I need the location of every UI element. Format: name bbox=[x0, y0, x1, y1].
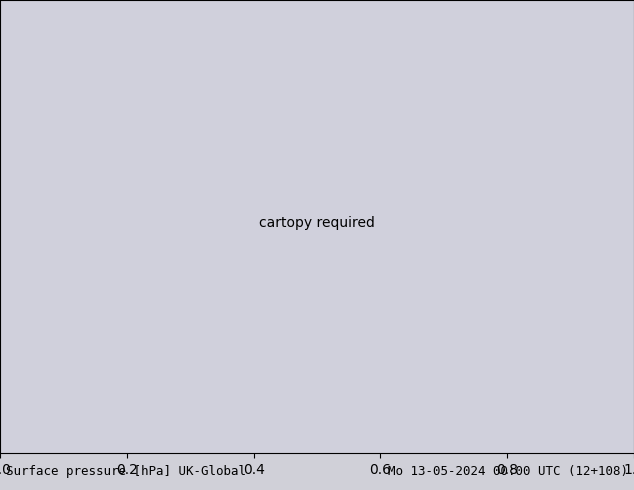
Text: cartopy required: cartopy required bbox=[259, 216, 375, 230]
Text: Surface pressure [hPa] UK-Global: Surface pressure [hPa] UK-Global bbox=[6, 465, 247, 478]
Text: Mo 13-05-2024 00:00 UTC (12+108): Mo 13-05-2024 00:00 UTC (12+108) bbox=[387, 465, 628, 478]
